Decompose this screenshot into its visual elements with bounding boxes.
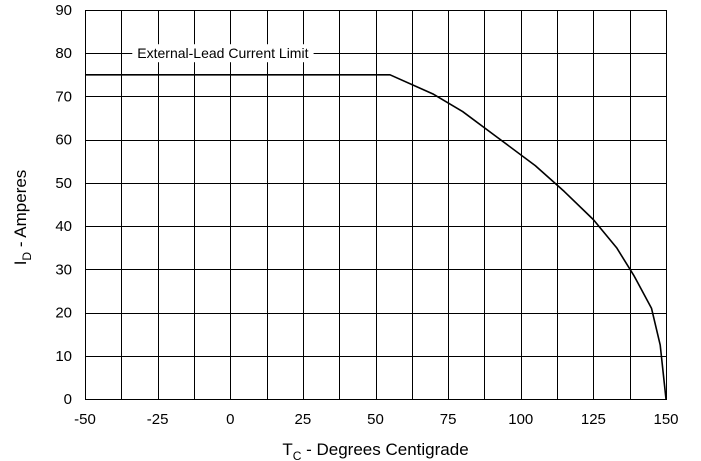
x-tick-label: 75 — [440, 411, 457, 428]
drain-current-curve — [85, 74, 667, 400]
x-axis-title: TC - Degrees Centigrade — [282, 440, 468, 461]
x-tick-label: 100 — [508, 411, 533, 428]
y-tick-label: 60 — [55, 132, 72, 149]
tick-labels: -50 -25 0 25 50 75 100 125 150 0 10 20 30 40 50 60 70 80 9… — [55, 2, 678, 428]
y-tick-label: 0 — [64, 391, 72, 408]
x-tick-label: 125 — [581, 411, 606, 428]
y-tick-label: 40 — [55, 218, 72, 235]
y-tick-label: 70 — [55, 88, 72, 105]
x-tick-label: 0 — [226, 411, 234, 428]
x-tick-label: 25 — [295, 411, 312, 428]
y-tick-label: 80 — [55, 45, 72, 62]
y-tick-label: 50 — [55, 175, 72, 192]
grid — [85, 10, 667, 400]
x-tick-label: 50 — [367, 411, 384, 428]
y-tick-label: 30 — [55, 261, 72, 278]
external-lead-current-limit-label: External-Lead Current Limit — [137, 45, 308, 61]
annotation-layer: External-Lead Current Limit — [132, 44, 314, 63]
y-axis-title: ID - Amperes — [11, 170, 34, 266]
plot-area-frame — [85, 10, 667, 400]
y-tick-label: 90 — [55, 2, 72, 19]
x-tick-label: 150 — [653, 411, 678, 428]
curve-layer — [85, 74, 667, 400]
x-tick-label: -25 — [147, 411, 169, 428]
y-tick-label: 10 — [55, 348, 72, 365]
y-tick-label: 20 — [55, 305, 72, 322]
annotation-background — [132, 44, 314, 63]
x-tick-label: -50 — [74, 411, 96, 428]
